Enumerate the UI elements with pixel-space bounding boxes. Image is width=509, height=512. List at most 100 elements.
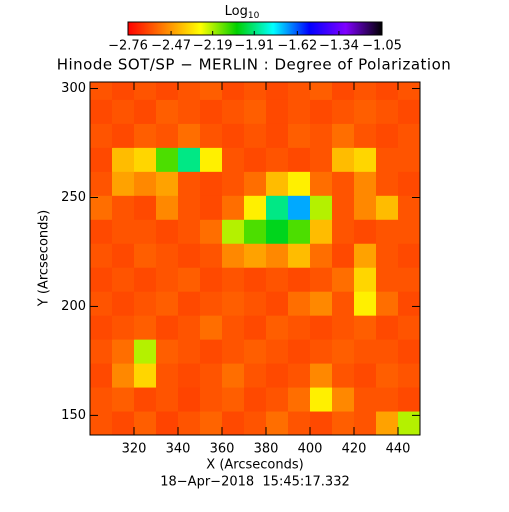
- colorbar-tick-label: −1.62: [277, 39, 317, 54]
- heatmap-cell: [200, 219, 223, 244]
- heatmap-cell: [376, 219, 399, 244]
- heatmap-cell: [178, 219, 201, 244]
- heatmap-cell: [288, 147, 311, 172]
- heatmap-cell: [288, 243, 311, 268]
- heatmap-cell: [310, 82, 333, 100]
- heatmap-cell: [398, 82, 421, 100]
- heatmap-cell: [332, 339, 355, 364]
- heatmap-cell: [178, 363, 201, 388]
- heatmap-cell: [398, 243, 421, 268]
- heatmap-cell: [310, 195, 333, 220]
- heatmap-cell: [332, 387, 355, 412]
- heatmap-cell: [200, 339, 223, 364]
- heatmap-cell: [332, 363, 355, 388]
- x-axis-label: X (Arcseconds): [206, 458, 303, 473]
- x-tick-label: 440: [386, 442, 411, 457]
- heatmap-cell: [134, 195, 157, 220]
- heatmap-cell: [156, 123, 179, 148]
- heatmap-cell: [288, 267, 311, 292]
- heatmap-cell: [134, 243, 157, 268]
- colorbar: [127, 21, 383, 36]
- colorbar-label-base: Log: [225, 4, 248, 19]
- colorbar-label-sub: 10: [248, 11, 260, 21]
- heatmap-cell: [244, 339, 267, 364]
- heatmap-cell: [332, 411, 355, 436]
- heatmap-cell: [354, 363, 377, 388]
- heatmap-cell: [156, 387, 179, 412]
- heatmap-cell: [266, 411, 289, 436]
- x-tick-label: 400: [298, 442, 323, 457]
- heatmap-cell: [310, 171, 333, 196]
- heatmap-cell: [266, 267, 289, 292]
- heatmap-cell: [156, 291, 179, 316]
- heatmap-cell: [178, 99, 201, 124]
- heatmap-cell: [332, 147, 355, 172]
- heatmap-cell: [90, 267, 113, 292]
- heatmap-cell: [156, 411, 179, 436]
- heatmap-cell: [90, 387, 113, 412]
- heatmap-cell: [354, 147, 377, 172]
- heatmap-cell: [310, 123, 333, 148]
- heatmap-cell: [178, 195, 201, 220]
- heatmap-cell: [332, 219, 355, 244]
- x-tick-label: 320: [122, 442, 147, 457]
- heatmap-cell: [200, 387, 223, 412]
- heatmap-cell: [398, 267, 421, 292]
- heatmap-cell: [376, 387, 399, 412]
- heatmap-cell: [112, 82, 135, 100]
- heatmap-cell: [112, 171, 135, 196]
- heatmap-cell: [266, 291, 289, 316]
- heatmap-cell: [398, 363, 421, 388]
- heatmap-cell: [310, 363, 333, 388]
- heatmap-cell: [156, 195, 179, 220]
- heatmap-cell: [376, 243, 399, 268]
- heatmap-cell: [398, 171, 421, 196]
- heatmap-cell: [354, 82, 377, 100]
- chart-title: Hinode SOT/SP − MERLIN : Degree of Polar…: [57, 56, 452, 74]
- heatmap-cell: [134, 387, 157, 412]
- heatmap-cell: [398, 147, 421, 172]
- heatmap-cell: [134, 99, 157, 124]
- heatmap-cell: [398, 315, 421, 340]
- heatmap-cell: [332, 267, 355, 292]
- heatmap-cell: [288, 82, 311, 100]
- heatmap-cell: [332, 195, 355, 220]
- heatmap-cell: [90, 82, 113, 100]
- heatmap-cell: [332, 82, 355, 100]
- x-tick-label: 360: [210, 442, 235, 457]
- heatmap-cell: [178, 339, 201, 364]
- heatmap-cell: [310, 411, 333, 436]
- heatmap-cell: [354, 339, 377, 364]
- heatmap-cell: [200, 363, 223, 388]
- y-tick-label: 200: [61, 299, 86, 314]
- heatmap-cell: [398, 195, 421, 220]
- footer: 18−Apr−2018 15:45:17.332: [160, 475, 350, 490]
- heatmap-cell: [288, 291, 311, 316]
- heatmap-cell: [310, 387, 333, 412]
- heatmap-cell: [200, 315, 223, 340]
- heatmap-cell: [134, 291, 157, 316]
- heatmap-cell: [90, 243, 113, 268]
- heatmap-cell: [244, 387, 267, 412]
- heatmap-cell: [200, 195, 223, 220]
- heatmap-cell: [200, 99, 223, 124]
- colorbar-tick-label: −2.19: [193, 39, 233, 54]
- heatmap-cell: [222, 82, 245, 100]
- heatmap-cell: [332, 243, 355, 268]
- heatmap-cell: [222, 339, 245, 364]
- heatmap-cell: [178, 267, 201, 292]
- heatmap-cell: [310, 243, 333, 268]
- heatmap-cell: [244, 363, 267, 388]
- heatmap-cell: [354, 123, 377, 148]
- heatmap-cell: [200, 267, 223, 292]
- heatmap-cell: [90, 363, 113, 388]
- heatmap-cell: [288, 99, 311, 124]
- heatmap-cell: [398, 411, 421, 436]
- colorbar-tick-label: −2.76: [108, 39, 148, 54]
- heatmap-cell: [332, 315, 355, 340]
- heatmap-cell: [156, 243, 179, 268]
- heatmap-cell: [200, 411, 223, 436]
- heatmap-cell: [398, 291, 421, 316]
- heatmap-cell: [156, 147, 179, 172]
- heatmap-cell: [134, 315, 157, 340]
